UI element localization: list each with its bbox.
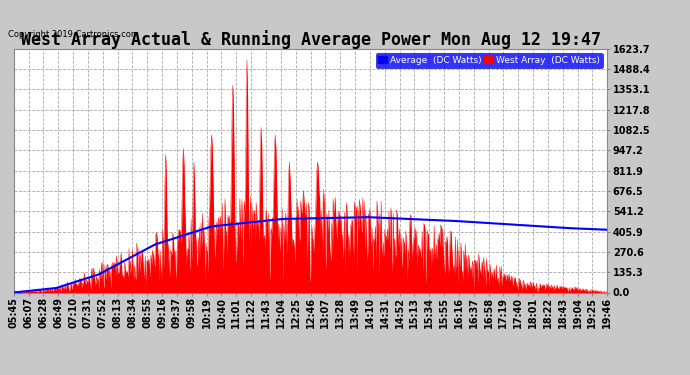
Legend: Average  (DC Watts), West Array  (DC Watts): Average (DC Watts), West Array (DC Watts… xyxy=(375,53,602,68)
Title: West Array Actual & Running Average Power Mon Aug 12 19:47: West Array Actual & Running Average Powe… xyxy=(21,30,600,49)
Text: Copyright 2019 Cartronics.com: Copyright 2019 Cartronics.com xyxy=(8,30,139,39)
